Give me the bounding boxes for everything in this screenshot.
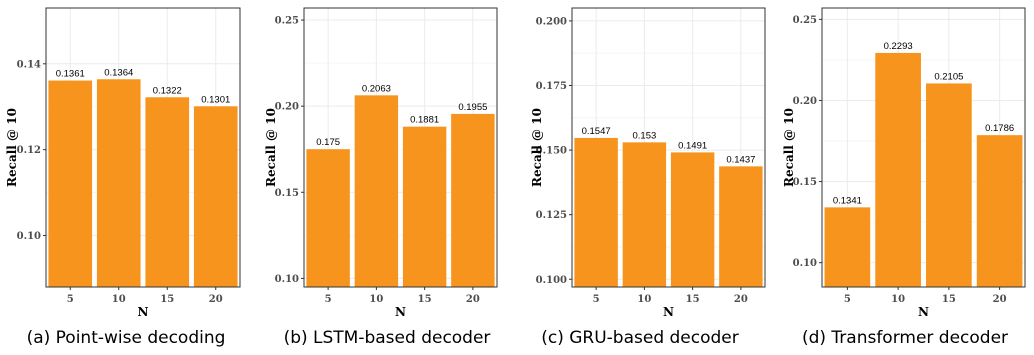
y-axis-title: Recall @ 10 [5,108,19,187]
bar-value-label: 0.1341 [833,195,862,206]
bar-value-label: 0.1301 [201,94,230,105]
y-axis-title: Recall @ 10 [782,108,796,187]
figure-caption: (a) Point-wise decoding [27,328,226,348]
bar-value-label: 0.1547 [582,126,611,137]
figure-caption: (b) LSTM-based decoder [284,328,491,348]
y-tick-label: 0.10 [275,274,299,285]
bar-value-label: 0.1881 [410,115,439,126]
bar [354,95,399,287]
y-axis-title: Recall @ 10 [530,108,544,187]
x-tick-label: 20 [993,294,1007,305]
bar-value-label: 0.1491 [678,140,707,151]
chart-panel-3: 0.1547 0.153 0.1491 0.1437 0.100 0.125 0.150 0.… [530,7,766,348]
x-tick-label: 15 [160,294,174,305]
x-tick-label: 15 [686,294,700,305]
y-tick-label: 0.10 [17,231,41,242]
bar [670,152,715,287]
bar-value-label: 0.2063 [362,83,391,94]
y-tick-label: 0.10 [793,258,817,269]
y-tick-label: 0.125 [536,210,567,221]
x-axis-title: N [918,305,929,319]
bar [451,113,495,288]
chart-panel-1: 0.1361 0.1364 0.1322 0.1301 0.10 0.12 0.14 5 10 1… [5,7,241,348]
bar-value-label: 0.1322 [153,85,182,96]
x-tick-label: 15 [942,294,956,305]
plot-border [821,7,1026,288]
figure-caption: (c) GRU-based decoder [541,328,739,348]
x-tick-label: 10 [891,294,905,305]
y-tick-label: 0.200 [536,16,567,27]
bar [622,142,667,287]
bar [976,135,1023,287]
bar-value-label: 0.153 [632,130,656,141]
x-tick-label: 15 [418,294,432,305]
figure-caption: (d) Transformer decoder [802,328,1008,348]
bar-value-label: 0.2105 [934,71,963,82]
plot-border [45,7,241,288]
x-tick-label: 5 [593,294,600,305]
x-tick-label: 5 [325,294,332,305]
bar [574,137,618,287]
y-tick-label: 0.12 [17,145,41,156]
x-tick-label: 20 [734,294,748,305]
x-tick-label: 10 [112,294,126,305]
plot-border [303,7,498,288]
bar [48,80,93,287]
x-tick-label: 20 [209,294,223,305]
x-tick-label: 20 [466,294,480,305]
bar [96,79,141,287]
y-tick-label: 0.20 [275,102,299,113]
x-tick-label: 10 [637,294,651,305]
x-tick-label: 10 [369,294,383,305]
chart-panel-2: 0.175 0.2063 0.1881 0.1955 0.10 0.15 0.20 0.25 5… [264,7,498,348]
bar-value-label: 0.1786 [985,123,1014,134]
chart-panel-4: 0.1341 0.2293 0.2105 0.1786 0.10 0.15 0.20 0.25… [782,7,1026,348]
x-tick-label: 5 [844,294,851,305]
bar-value-label: 0.1364 [104,67,133,78]
bar [306,149,350,287]
x-axis-title: N [395,305,406,319]
y-tick-label: 0.25 [793,15,817,26]
bar-value-label: 0.175 [316,137,340,148]
y-tick-label: 0.15 [793,177,817,188]
x-axis-title: N [663,305,674,319]
bar [875,52,921,287]
y-tick-label: 0.20 [793,96,817,107]
bar [402,126,447,288]
bar [926,83,972,287]
bar [145,97,190,287]
plot-border [571,7,766,288]
y-tick-label: 0.150 [536,146,567,157]
y-tick-label: 0.14 [17,59,41,70]
bar-value-label: 0.1361 [56,69,85,80]
y-tick-label: 0.100 [536,275,567,286]
y-axis-title: Recall @ 10 [264,108,278,187]
bar [824,207,871,287]
y-tick-label: 0.25 [275,16,299,27]
bar-value-label: 0.1437 [726,154,755,165]
bar [719,166,763,287]
bar-value-label: 0.1955 [458,102,487,113]
y-tick-label: 0.15 [275,188,299,199]
bar-value-label: 0.2293 [884,41,913,52]
bar [193,106,238,287]
y-tick-label: 0.175 [536,81,567,92]
x-axis-title: N [138,305,149,319]
x-tick-label: 5 [67,294,74,305]
